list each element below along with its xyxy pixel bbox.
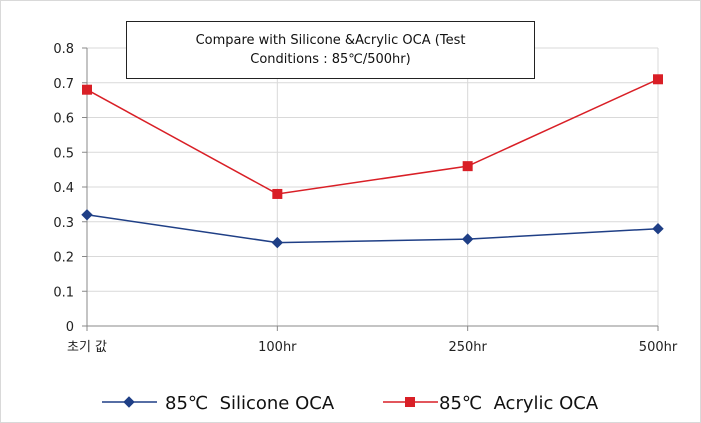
legend-label: 85℃ Silicone OCA — [165, 393, 335, 414]
series-group — [81, 74, 664, 249]
y-tick-label: 0.3 — [53, 216, 74, 231]
data-point — [652, 222, 664, 235]
data-point — [653, 74, 663, 85]
x-tick-label: 100hr — [258, 340, 297, 355]
data-point — [271, 236, 284, 249]
y-tick-label: 0.7 — [53, 77, 74, 92]
y-tick-label: 0 — [66, 320, 74, 335]
chart-title-box: Compare with Silicone &Acrylic OCA (Test… — [126, 21, 535, 79]
x-tick-label: 250hr — [448, 340, 487, 355]
y-tick-label: 0.8 — [53, 42, 74, 57]
series-line — [86, 78, 659, 195]
y-tick-label: 0.5 — [53, 146, 74, 161]
y-tick-labels: 0 0.1 0.2 0.3 0.4 0.5 0.6 0.7 0.8 — [53, 42, 74, 335]
x-tick-label: 초기 값 — [67, 340, 107, 355]
chart-title: Compare with Silicone &Acrylic OCA (Test… — [195, 33, 466, 67]
axes — [82, 47, 659, 331]
legend-marker — [123, 396, 135, 408]
series-2 — [82, 74, 663, 199]
x-tick-labels: 초기 값 100hr 250hr 500hr — [67, 340, 678, 355]
series-line — [86, 214, 659, 244]
data-point — [272, 188, 283, 199]
legend-marker — [405, 397, 415, 407]
data-point — [81, 209, 93, 221]
data-point — [461, 233, 474, 245]
legend-item: 85℃ Silicone OCA — [102, 393, 335, 414]
y-tick-label: 0.1 — [53, 285, 74, 300]
y-tick-label: 0.4 — [53, 181, 74, 196]
data-point — [82, 84, 92, 95]
legend: 85℃ Silicone OCA 85℃ Acrylic OCA — [102, 393, 599, 414]
gridlines — [87, 47, 659, 326]
data-point — [462, 161, 473, 172]
y-tick-label: 0.2 — [53, 251, 74, 266]
legend-label: 85℃ Acrylic OCA — [439, 393, 599, 414]
x-tick-label: 500hr — [639, 340, 678, 355]
y-tick-label: 0.6 — [53, 112, 74, 127]
series-1 — [81, 209, 664, 249]
legend-item: 85℃ Acrylic OCA — [383, 393, 599, 414]
